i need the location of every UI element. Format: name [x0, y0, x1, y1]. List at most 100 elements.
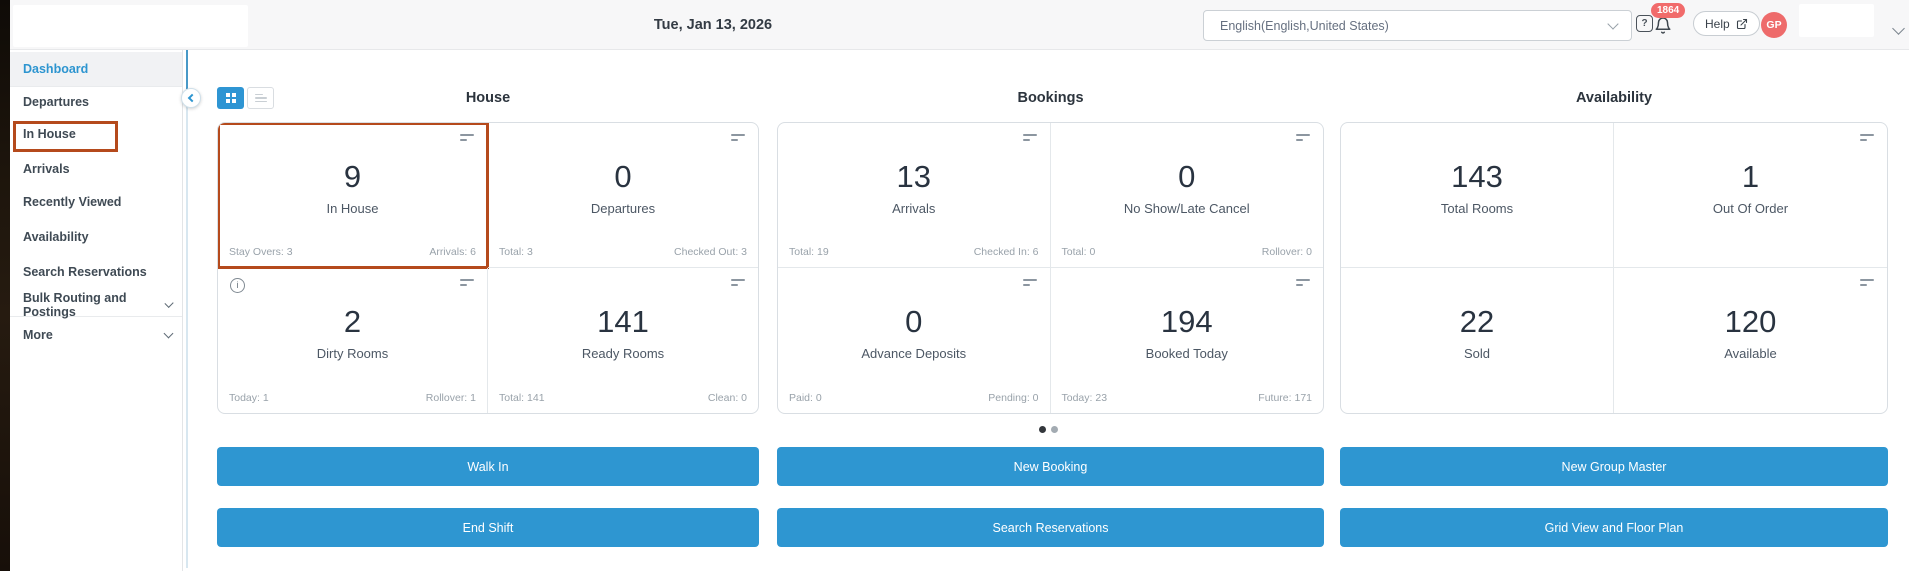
sidebar: Dashboard Departures In House Arrivals Recen… — [10, 50, 183, 571]
topbar-chevron-down-icon[interactable] — [1892, 20, 1905, 38]
sidebar-item-in-house[interactable]: In House — [10, 117, 182, 151]
sidebar-item-search-reservations[interactable]: Search Reservations — [10, 255, 182, 289]
bar — [460, 134, 474, 136]
sidebar-item-departures[interactable]: Departures — [10, 85, 182, 119]
panel-separator — [186, 50, 188, 568]
grid-view-and-floor-plan-button[interactable]: Grid View and Floor Plan — [1340, 508, 1888, 547]
card-dirty-rooms[interactable]: i 2 Dirty Rooms Today: 1 Rollover: 1 — [218, 268, 488, 413]
card-in-house[interactable]: 9 In House Stay Overs: 3 Arrivals: 6 — [218, 123, 489, 269]
card-label: Departures — [590, 200, 656, 216]
card-menu-icon[interactable] — [1022, 279, 1037, 286]
sidebar-item-dashboard[interactable]: Dashboard — [10, 52, 182, 86]
card-value: 0 — [614, 158, 632, 194]
notifications-count-badge[interactable]: 1864 — [1651, 3, 1686, 18]
card-menu-icon[interactable] — [1860, 279, 1874, 286]
sidebar-divider — [10, 86, 182, 87]
sidebar-item-more[interactable]: More — [10, 318, 182, 352]
panel-house: 9 In House Stay Overs: 3 Arrivals: 6 0 Depart… — [217, 122, 759, 414]
notifications-bell-icon[interactable] — [1654, 16, 1672, 35]
card-advance-deposits[interactable]: 0 Advance Deposits Paid: 0 Pending: 0 — [778, 268, 1051, 413]
bar — [1022, 139, 1030, 141]
card-arrivals[interactable]: 13 Arrivals Total: 19 Checked In: 6 — [778, 123, 1051, 268]
card-booked-today[interactable]: 194 Booked Today Today: 23 Future: 171 — [1051, 268, 1324, 413]
card-menu-icon[interactable] — [460, 279, 474, 286]
topbar: Tue, Jan 13, 2026 English(English,United… — [10, 0, 1909, 50]
card-footer-left: Total: 3 — [499, 246, 533, 258]
end-shift-button[interactable]: End Shift — [217, 508, 759, 547]
bar — [1860, 284, 1867, 286]
card-ready-rooms[interactable]: 141 Ready Rooms Total: 141 Clean: 0 — [488, 268, 758, 413]
panel-availability: 143 Total Rooms 1 Out Of Order 22 Sold 120 Avai… — [1340, 122, 1888, 414]
card-available[interactable]: 120 Available — [1614, 268, 1887, 413]
card-menu-icon[interactable] — [1860, 134, 1874, 141]
card-menu-icon[interactable] — [731, 134, 745, 141]
walk-in-button[interactable]: Walk In — [217, 447, 759, 486]
actions-house: Walk In End Shift — [217, 447, 759, 547]
card-total-rooms[interactable]: 143 Total Rooms — [1341, 123, 1614, 268]
sidebar-item-bulk-routing-and-postings[interactable]: Bulk Routing and Postings — [10, 288, 182, 322]
column-header-bookings: Bookings — [1017, 90, 1084, 106]
card-footer-left: Total: 141 — [499, 392, 545, 404]
language-select[interactable]: English(English,United States) — [1203, 10, 1632, 41]
feedback-icon[interactable]: ? — [1636, 15, 1653, 32]
card-footer-right: Pending: 0 — [988, 392, 1039, 404]
card-menu-icon[interactable] — [1296, 134, 1310, 141]
list-icon — [254, 93, 267, 103]
help-label: Help — [1705, 16, 1730, 31]
card-footer-right: Rollover: 1 — [425, 392, 476, 404]
card-footer-right: Rollover: 0 — [1261, 246, 1312, 258]
card-sold[interactable]: 22 Sold — [1341, 268, 1614, 413]
pagination-dots — [1039, 426, 1058, 433]
card-value: 1 — [1741, 158, 1760, 194]
sidebar-item-recently-viewed[interactable]: Recently Viewed — [10, 185, 182, 219]
sidebar-divider — [10, 316, 182, 317]
card-value: 9 — [343, 158, 362, 194]
actions-bookings: New Booking Search Reservations — [777, 447, 1324, 547]
bar — [1022, 284, 1030, 286]
list-view-toggle[interactable] — [247, 87, 274, 109]
card-menu-icon[interactable] — [460, 134, 474, 141]
card-no-show-late-cancel[interactable]: 0 No Show/Late Cancel Total: 0 Rollover: 0 — [1050, 123, 1323, 268]
bar — [1296, 134, 1310, 136]
sidebar-item-arrivals[interactable]: Arrivals — [10, 152, 182, 186]
sidebar-item-label: In House — [23, 127, 76, 141]
card-value: 143 — [1451, 158, 1503, 194]
card-footer-right: Clean: 0 — [707, 392, 747, 404]
card-value: 120 — [1724, 304, 1777, 339]
card-value: 22 — [1459, 304, 1495, 339]
card-departures[interactable]: 0 Departures Total: 3 Checked Out: 3 — [488, 123, 758, 268]
card-footer-left: Today: 1 — [229, 392, 269, 404]
chevron-down-icon — [163, 328, 174, 338]
sidebar-item-label: Departures — [23, 95, 89, 109]
card-footer-left: Total: 19 — [789, 246, 829, 258]
property-placeholder — [1799, 4, 1874, 37]
bar — [731, 134, 745, 136]
language-selected-value: English(English,United States) — [1220, 18, 1389, 33]
search-reservations-button[interactable]: Search Reservations — [777, 508, 1324, 547]
pagination-dot-2[interactable] — [1051, 426, 1058, 433]
card-footer-right: Arrivals: 6 — [429, 246, 476, 258]
panel-separator-accent — [186, 50, 188, 89]
card-label: Ready Rooms — [581, 346, 665, 361]
question-glyph: ? — [1641, 18, 1648, 29]
card-menu-icon[interactable] — [1022, 134, 1037, 141]
card-footer-left: Stay Overs: 3 — [229, 246, 293, 258]
user-avatar[interactable]: GP — [1761, 12, 1787, 38]
bar — [460, 139, 467, 141]
bar — [1022, 134, 1037, 136]
new-group-master-button[interactable]: New Group Master — [1340, 447, 1888, 486]
sidebar-item-availability[interactable]: Availability — [10, 220, 182, 254]
grid-view-toggle[interactable] — [217, 87, 244, 109]
sidebar-collapse-button[interactable] — [181, 88, 201, 108]
pagination-dot-1[interactable] — [1039, 426, 1046, 433]
logo-placeholder — [13, 5, 248, 47]
external-link-icon — [1736, 18, 1747, 29]
card-out-of-order[interactable]: 1 Out Of Order — [1614, 123, 1887, 268]
card-label: Arrivals — [892, 200, 936, 216]
card-menu-icon[interactable] — [1296, 279, 1310, 286]
card-label: Advance Deposits — [861, 346, 967, 361]
help-button[interactable]: Help — [1693, 11, 1760, 36]
new-booking-button[interactable]: New Booking — [777, 447, 1324, 486]
card-menu-icon[interactable] — [731, 279, 745, 286]
info-icon[interactable]: i — [230, 278, 245, 293]
